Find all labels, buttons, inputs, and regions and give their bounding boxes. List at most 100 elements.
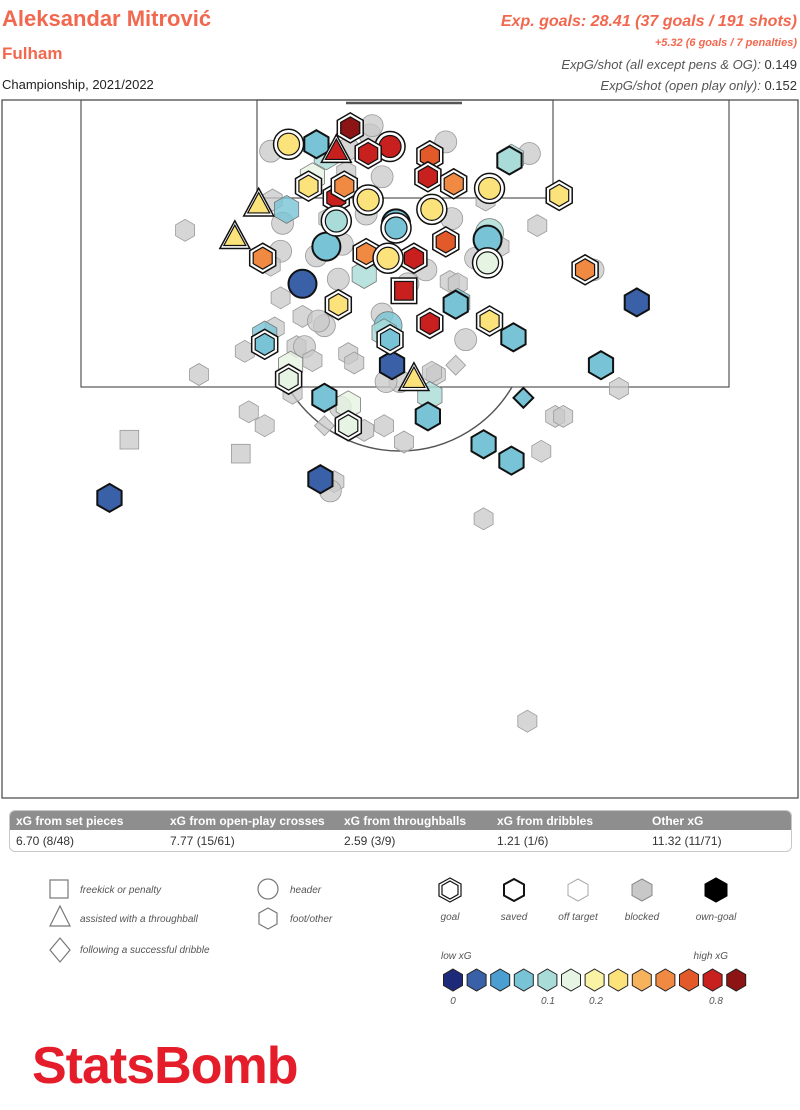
scale-swatch bbox=[631, 968, 652, 992]
shot-saved-hexagon bbox=[414, 401, 441, 432]
shot-blocked-hexagon bbox=[238, 400, 259, 424]
shot-goal-ring bbox=[475, 251, 500, 275]
shot-blocked-hexagon bbox=[270, 286, 291, 310]
scale-swatch bbox=[726, 968, 747, 992]
summary-value-other: 11.32 (11/71) bbox=[652, 834, 722, 848]
summary-header-crosses: xG from open-play crosses bbox=[170, 814, 325, 828]
shot-blocked-hexagon bbox=[254, 414, 275, 438]
shot-blocked-hexagon bbox=[517, 709, 538, 733]
scale-high-label: high xG bbox=[694, 951, 729, 962]
shot-saved-diamond bbox=[512, 386, 535, 410]
legend-label-saved: saved bbox=[501, 912, 528, 923]
shot-saved-hexagon bbox=[442, 289, 469, 320]
diamond-icon bbox=[49, 937, 71, 963]
shot-goal-ring bbox=[340, 116, 361, 140]
shot-goal-ring bbox=[278, 367, 299, 391]
legend-label-off-target: off target bbox=[558, 912, 599, 923]
shot-saved-hexagon bbox=[498, 445, 525, 476]
scale-tick-0-8: 0.8 bbox=[709, 996, 723, 1007]
scale-swatch bbox=[513, 968, 534, 992]
xg-per-shot-open-value: 0.152 bbox=[764, 78, 797, 93]
shot-goal-ring bbox=[298, 174, 319, 198]
scale-swatch bbox=[466, 968, 487, 992]
shot-markers bbox=[96, 112, 650, 733]
shot-blocked-hexagon bbox=[189, 363, 209, 386]
scale-swatch bbox=[537, 968, 558, 992]
square-icon bbox=[49, 879, 69, 899]
circle-icon bbox=[257, 878, 279, 900]
shot-saved-hexagon bbox=[496, 145, 523, 176]
shot-goal-ring bbox=[254, 332, 275, 356]
shot-saved-hexagon bbox=[303, 129, 330, 160]
shot-saved-circle bbox=[311, 231, 342, 262]
shot-goal-ring bbox=[376, 246, 400, 270]
shot-blocked-diamond bbox=[445, 354, 467, 376]
shot-goal-ring bbox=[401, 365, 426, 389]
team-name: Fulham bbox=[2, 44, 63, 63]
shot-goal-ring bbox=[246, 191, 271, 214]
legend-label-own-goal: own-goal bbox=[696, 912, 737, 923]
six-yard-box bbox=[256, 99, 554, 199]
summary-value-throughballs: 2.59 (3/9) bbox=[344, 834, 396, 848]
shot-saved-hexagon bbox=[311, 382, 338, 413]
shot-goal-ring bbox=[479, 309, 500, 333]
scale-swatch bbox=[679, 968, 699, 992]
shot-goal-ring bbox=[419, 311, 440, 336]
summary-value-dribbles: 1.21 (1/6) bbox=[497, 834, 549, 848]
statsbomb-logo: StatsBomb bbox=[32, 1037, 298, 1095]
scale-low-label: low xG bbox=[441, 951, 472, 962]
legend-label-header: header bbox=[290, 885, 322, 896]
shot-goal-ring bbox=[435, 230, 456, 254]
scale-tick-0: 0 bbox=[450, 996, 456, 1007]
shot-blocked-circle bbox=[307, 309, 330, 333]
shot-saved-hexagon bbox=[587, 350, 615, 381]
shot-goal-ring bbox=[477, 176, 502, 201]
summary-header-throughballs: xG from throughballs bbox=[344, 814, 467, 828]
shot-blocked-circle bbox=[326, 267, 350, 291]
shot-goal-ring bbox=[417, 165, 438, 189]
xg-summary-table: xG from set pieces xG from open-play cro… bbox=[9, 810, 792, 852]
shot-blocked-hexagon bbox=[394, 430, 414, 454]
shot-goal-ring bbox=[338, 414, 359, 438]
legend: freekick or penalty assisted with a thro… bbox=[49, 877, 747, 1007]
shot-saved-hexagon bbox=[500, 322, 527, 353]
scale-tick-0-2: 0.2 bbox=[589, 996, 603, 1007]
xg-per-shot-all: ExpG/shot (all except pens & OG): 0.149 bbox=[561, 57, 797, 72]
shot-blocked-hexagon bbox=[473, 507, 494, 531]
shot-goal-ring bbox=[252, 246, 273, 270]
blocked-icon bbox=[631, 878, 653, 902]
scale-swatch bbox=[702, 968, 723, 992]
scale-tick-0-1: 0.1 bbox=[541, 996, 555, 1007]
shot-blocked-hexagon bbox=[344, 351, 365, 375]
shot-blocked-hexagon bbox=[609, 377, 629, 400]
legend-label-goal: goal bbox=[441, 912, 461, 923]
shot-goal-ring bbox=[574, 258, 596, 282]
shot-goal-ring bbox=[328, 293, 349, 317]
shot-goal-ring bbox=[324, 209, 348, 233]
shot-saved-hexagon bbox=[378, 350, 406, 381]
shot-blocked-circle bbox=[370, 165, 394, 189]
shot-goal-ring bbox=[420, 197, 444, 221]
scale-swatch bbox=[561, 968, 581, 992]
shot-blocked-hexagon bbox=[553, 404, 574, 428]
scale-swatch bbox=[584, 968, 605, 992]
summary-value-set-pieces: 6.70 (8/48) bbox=[16, 834, 75, 848]
shot-goal-ring bbox=[384, 216, 408, 240]
summary-header-dribbles: xG from dribbles bbox=[497, 814, 594, 828]
shot-saved-hexagon bbox=[470, 429, 497, 460]
off-target-icon bbox=[567, 878, 589, 902]
shot-blocked-hexagon bbox=[175, 218, 196, 242]
shot-goal-ring bbox=[276, 132, 301, 156]
competition-label: Championship, 2021/2022 bbox=[2, 77, 154, 92]
shot-blocked-hexagon bbox=[531, 439, 552, 463]
shot-goal-ring bbox=[378, 134, 402, 159]
shot-goal-ring bbox=[222, 223, 247, 247]
expected-goals-difference: +5.32 (6 goals / 7 penalties) bbox=[654, 37, 797, 49]
xg-per-shot-all-value: 0.149 bbox=[764, 57, 797, 72]
shot-goal-ring bbox=[443, 172, 464, 196]
shot-blocked-diamond bbox=[313, 415, 335, 437]
shot-goal-ring bbox=[549, 183, 570, 208]
scale-swatch bbox=[443, 968, 463, 992]
saved-icon bbox=[503, 877, 525, 903]
shot-blocked-hexagon bbox=[302, 349, 323, 373]
